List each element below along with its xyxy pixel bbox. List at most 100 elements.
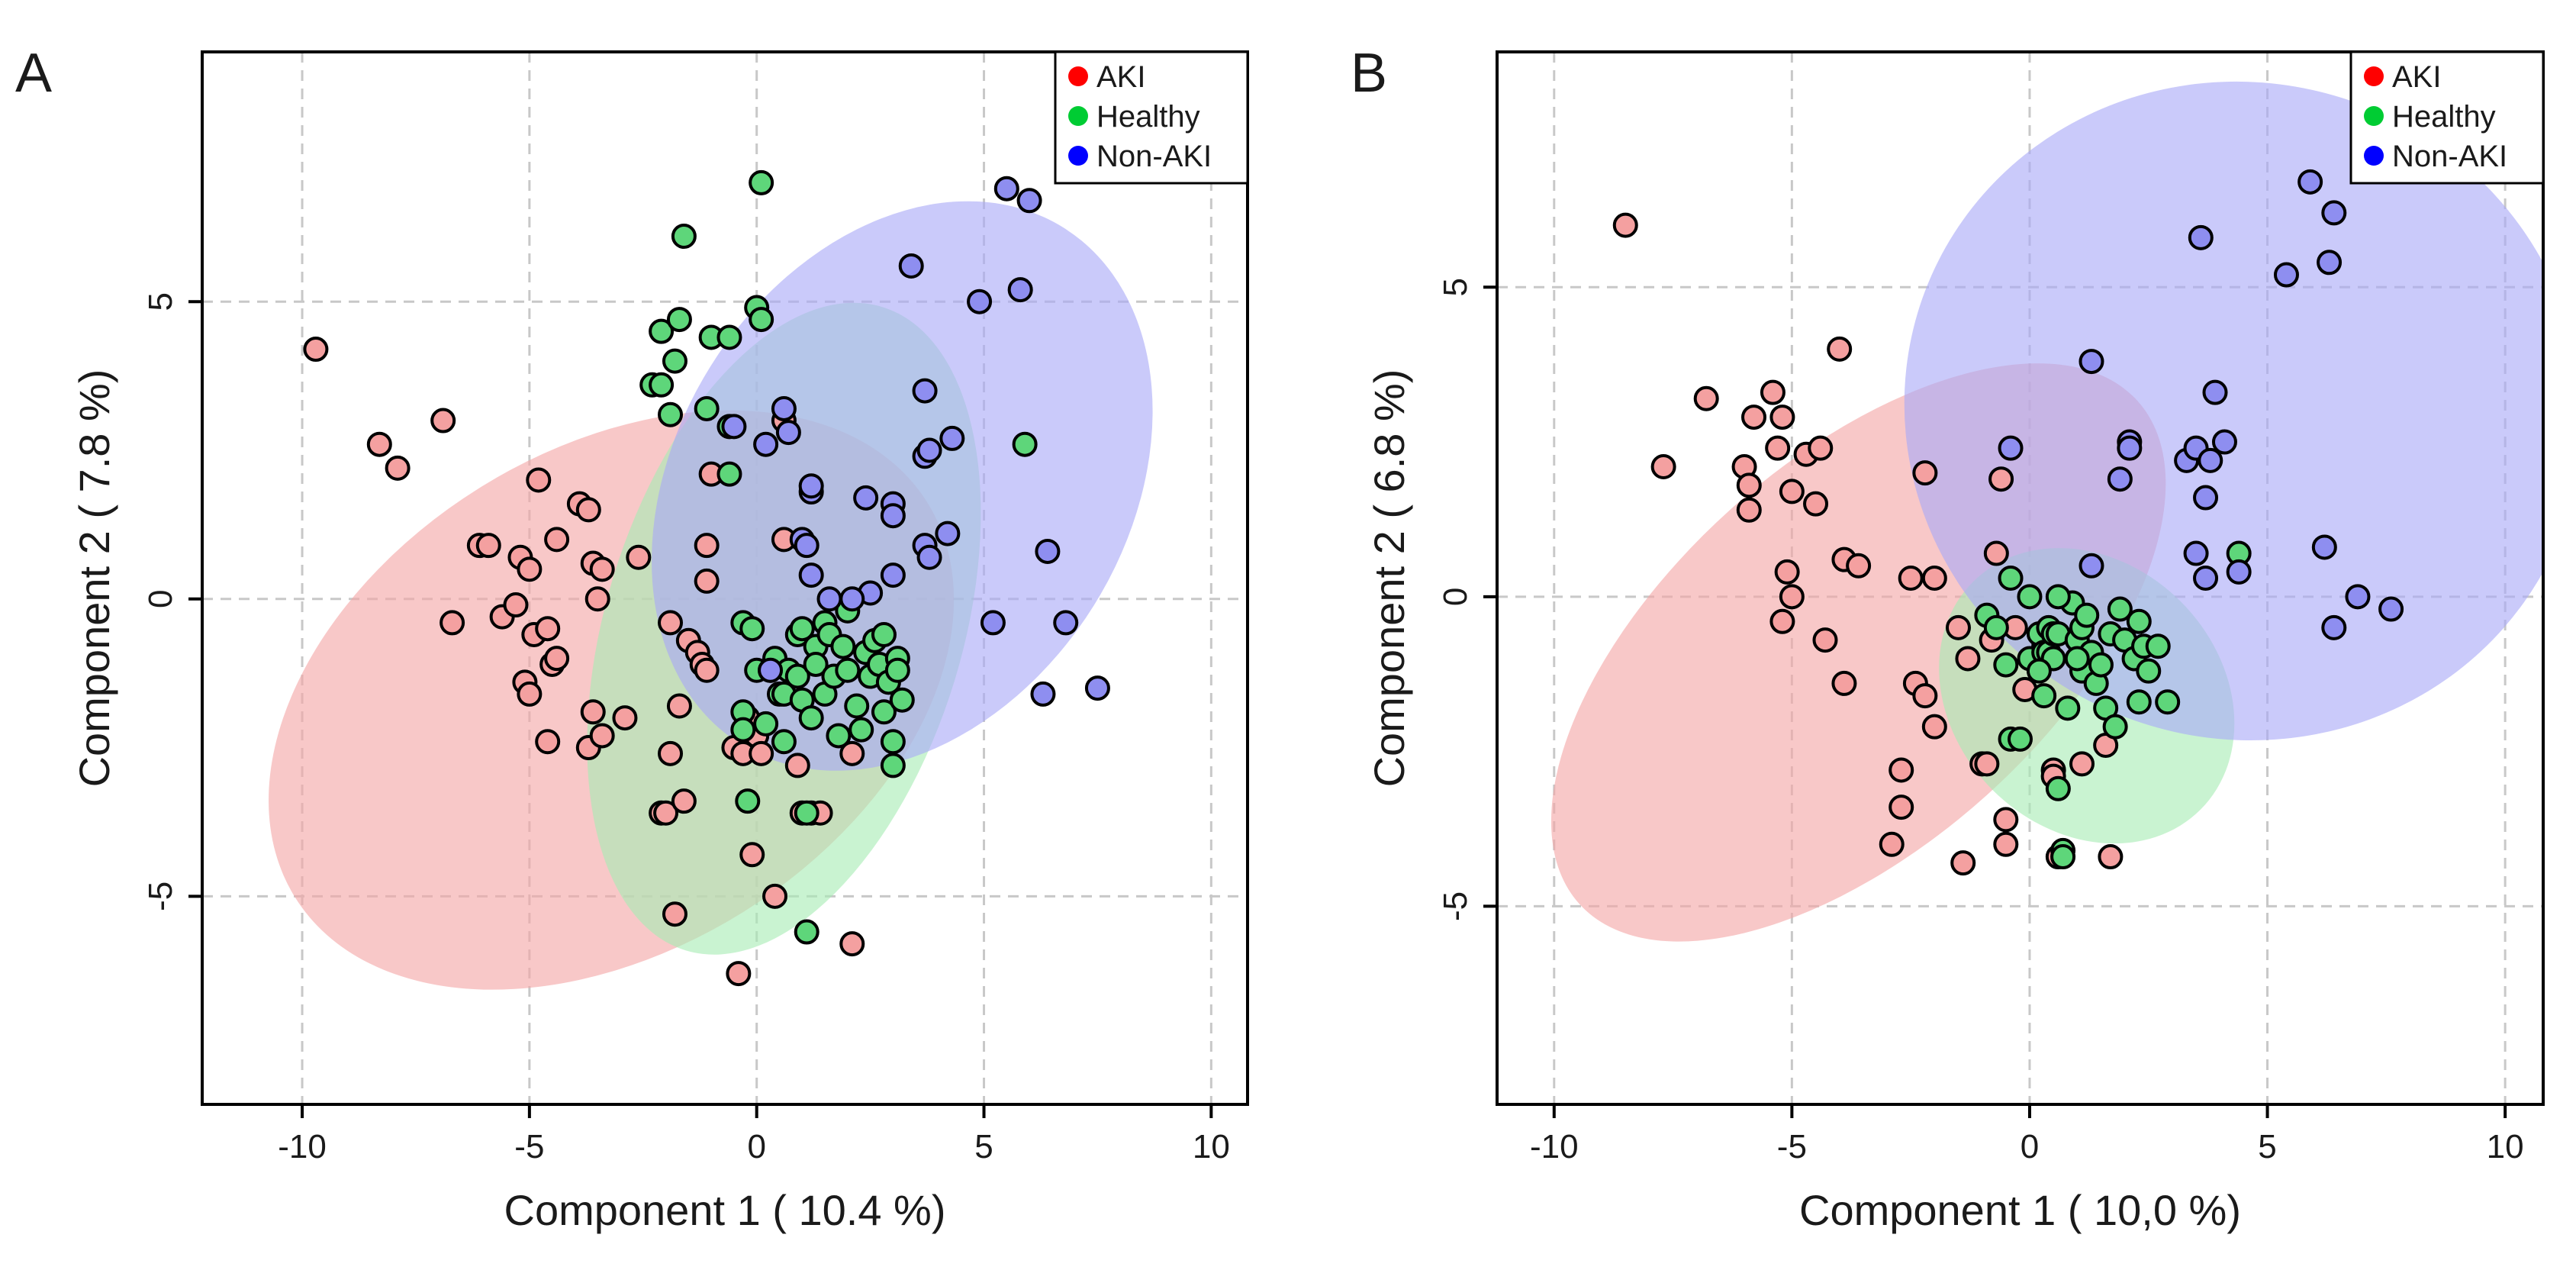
point-aki — [580, 699, 606, 725]
legend: AKI Healthy Non-AKI — [1054, 50, 1249, 185]
point-aki — [1812, 627, 1838, 653]
point-aki — [1769, 608, 1795, 634]
x-tick-label: 10 — [1193, 1128, 1230, 1165]
point-aki — [1808, 435, 1834, 461]
ellipse-non-aki — [1904, 81, 2543, 741]
point-non-aki — [2211, 429, 2237, 455]
point-non-aki — [2311, 534, 2337, 560]
point-non-aki — [2188, 224, 2214, 250]
x-tick-label: 10 — [2487, 1128, 2524, 1165]
point-non-aki — [2297, 169, 2323, 195]
point-non-aki — [794, 533, 819, 559]
x-tick-label: 5 — [974, 1128, 993, 1165]
point-aki — [762, 883, 788, 909]
point-non-aki — [916, 437, 942, 463]
point-aki — [1950, 850, 1976, 876]
point-non-aki — [816, 586, 842, 612]
point-non-aki — [1053, 610, 1079, 636]
point-healthy — [798, 705, 824, 731]
point-aki — [1898, 566, 1924, 591]
point-aki — [1921, 566, 1947, 591]
point-aki — [575, 497, 601, 523]
point-healthy — [2088, 652, 2114, 678]
point-healthy — [2136, 658, 2162, 684]
point-aki — [440, 610, 465, 636]
point-non-aki — [1084, 675, 1110, 701]
legend-label: Healthy — [2392, 100, 2496, 134]
point-aki — [1769, 405, 1795, 430]
point-aki — [1988, 466, 2014, 492]
point-aki — [784, 753, 810, 778]
point-aki — [1974, 751, 2000, 777]
point-aki — [1736, 497, 1762, 523]
point-non-aki — [967, 288, 993, 314]
point-non-aki — [1030, 681, 1056, 707]
point-healthy — [749, 307, 774, 333]
point-aki — [385, 455, 411, 481]
x-tick-label: -5 — [1777, 1128, 1807, 1165]
point-aki — [544, 527, 570, 553]
point-non-aki — [2079, 349, 2104, 375]
point-aki — [544, 646, 570, 672]
point-aki — [666, 693, 692, 719]
point-aki — [1741, 405, 1767, 430]
point-healthy — [694, 395, 720, 421]
legend: AKI Healthy Non-AKI — [2349, 50, 2545, 185]
x-tick-label: 0 — [747, 1128, 765, 1165]
ellipses — [269, 201, 1153, 990]
point-aki — [694, 657, 720, 683]
point-healthy — [2145, 633, 2171, 659]
point-healthy — [730, 717, 756, 743]
point-healthy — [880, 729, 906, 755]
point-healthy — [649, 318, 675, 344]
point-aki — [1993, 831, 2019, 857]
point-aki — [1612, 212, 1638, 238]
point-healthy — [871, 622, 897, 648]
point-healthy — [739, 616, 765, 642]
legend-marker-healthy — [1068, 106, 1088, 126]
point-aki — [584, 586, 610, 612]
point-non-aki — [1016, 188, 1042, 214]
point-non-aki — [798, 562, 824, 588]
point-healthy — [2126, 608, 2152, 634]
point-non-aki — [853, 485, 879, 511]
point-non-aki — [880, 562, 906, 588]
point-healthy — [2064, 646, 2090, 672]
point-healthy — [2008, 726, 2033, 752]
point-aki — [517, 556, 543, 582]
point-non-aki — [2107, 466, 2133, 492]
point-healthy — [1012, 431, 1038, 457]
point-aki — [612, 705, 638, 731]
point-non-aki — [2317, 250, 2343, 276]
point-non-aki — [2202, 379, 2228, 405]
point-non-aki — [2226, 559, 2252, 585]
point-aki — [1650, 453, 1676, 479]
point-aki — [739, 842, 765, 868]
point-healthy — [716, 324, 742, 350]
point-aki — [1879, 831, 1905, 857]
point-non-aki — [939, 425, 965, 451]
point-aki — [589, 723, 615, 749]
x-axis-title: Component 1 ( 10,0 %) — [1799, 1186, 2241, 1234]
point-non-aki — [2193, 566, 2219, 591]
point-aki — [1736, 472, 1762, 498]
point-non-aki — [2117, 435, 2143, 461]
point-healthy — [871, 699, 897, 725]
point-aki — [1921, 714, 1947, 740]
point-non-aki — [839, 586, 865, 612]
y-axis-title: Component 2 ( 7.8 %) — [70, 369, 118, 788]
legend-marker-non-aki — [1068, 146, 1088, 166]
point-non-aki — [771, 395, 797, 421]
point-aki — [1983, 540, 2009, 566]
point-non-aki — [880, 503, 906, 529]
y-tick-label: 5 — [142, 292, 179, 311]
point-healthy — [2102, 714, 2128, 740]
point-healthy — [803, 651, 829, 677]
point-aki — [671, 788, 697, 814]
point-non-aki — [993, 176, 1019, 201]
point-healthy — [671, 224, 697, 250]
point-aki — [1765, 435, 1791, 461]
point-aki — [303, 337, 329, 363]
point-aki — [1803, 491, 1829, 517]
point-healthy — [2017, 584, 2043, 610]
